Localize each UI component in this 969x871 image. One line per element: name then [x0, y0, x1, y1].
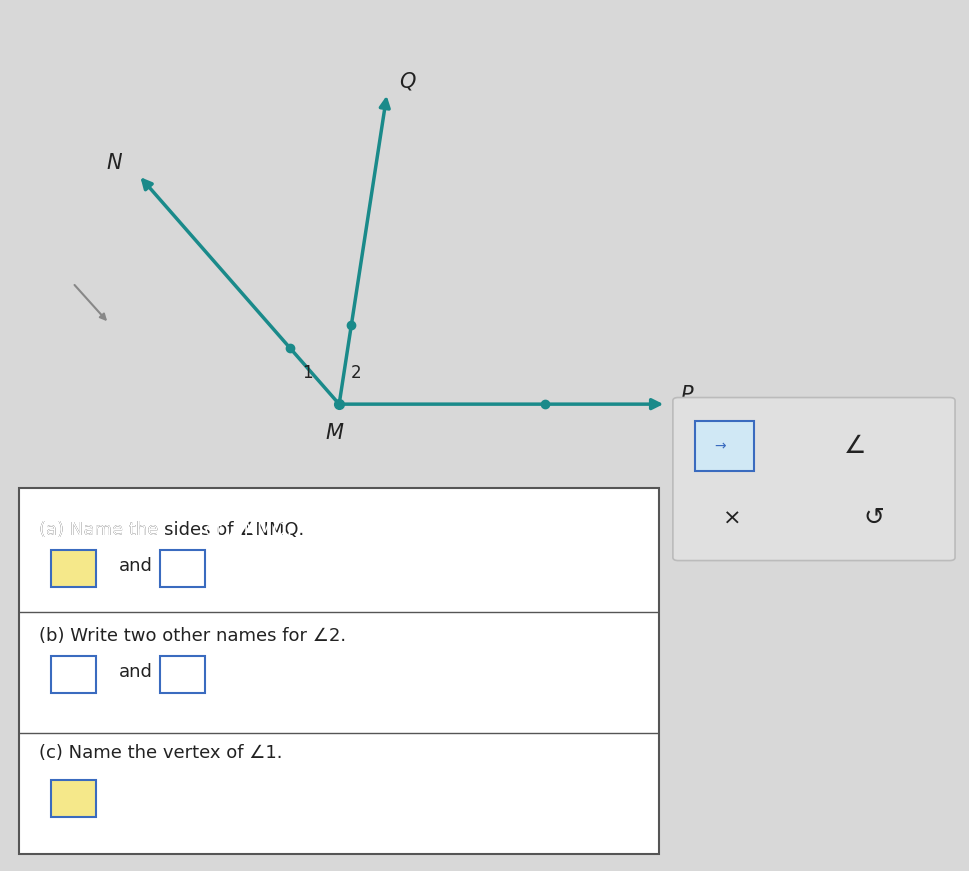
Text: N: N	[106, 153, 122, 173]
Text: →: →	[714, 439, 726, 453]
Text: 2: 2	[351, 364, 361, 382]
FancyBboxPatch shape	[51, 780, 96, 817]
Text: ∠: ∠	[843, 434, 866, 458]
FancyBboxPatch shape	[160, 656, 204, 692]
Text: (c) Name the vertex of ∠1.: (c) Name the vertex of ∠1.	[39, 744, 282, 762]
Text: M: M	[326, 422, 343, 442]
FancyBboxPatch shape	[51, 550, 96, 586]
FancyBboxPatch shape	[695, 421, 754, 471]
Text: (b) Write two other names for ∠2.: (b) Write two other names for ∠2.	[39, 627, 346, 645]
Text: and: and	[118, 664, 152, 681]
Text: (a) Name the sides of ∠NMQ.: (a) Name the sides of ∠NMQ.	[39, 521, 304, 538]
FancyBboxPatch shape	[51, 656, 96, 692]
Text: (a) Name the        of ∠NMQ.: (a) Name the of ∠NMQ.	[39, 521, 292, 538]
Text: P: P	[680, 385, 694, 405]
Text: ↺: ↺	[863, 506, 884, 530]
Text: and: and	[118, 557, 152, 576]
Text: 1: 1	[302, 364, 313, 382]
FancyBboxPatch shape	[19, 488, 659, 854]
FancyBboxPatch shape	[672, 397, 955, 561]
Text: ×: ×	[723, 509, 742, 528]
FancyBboxPatch shape	[160, 550, 204, 586]
Text: Q: Q	[399, 71, 416, 91]
